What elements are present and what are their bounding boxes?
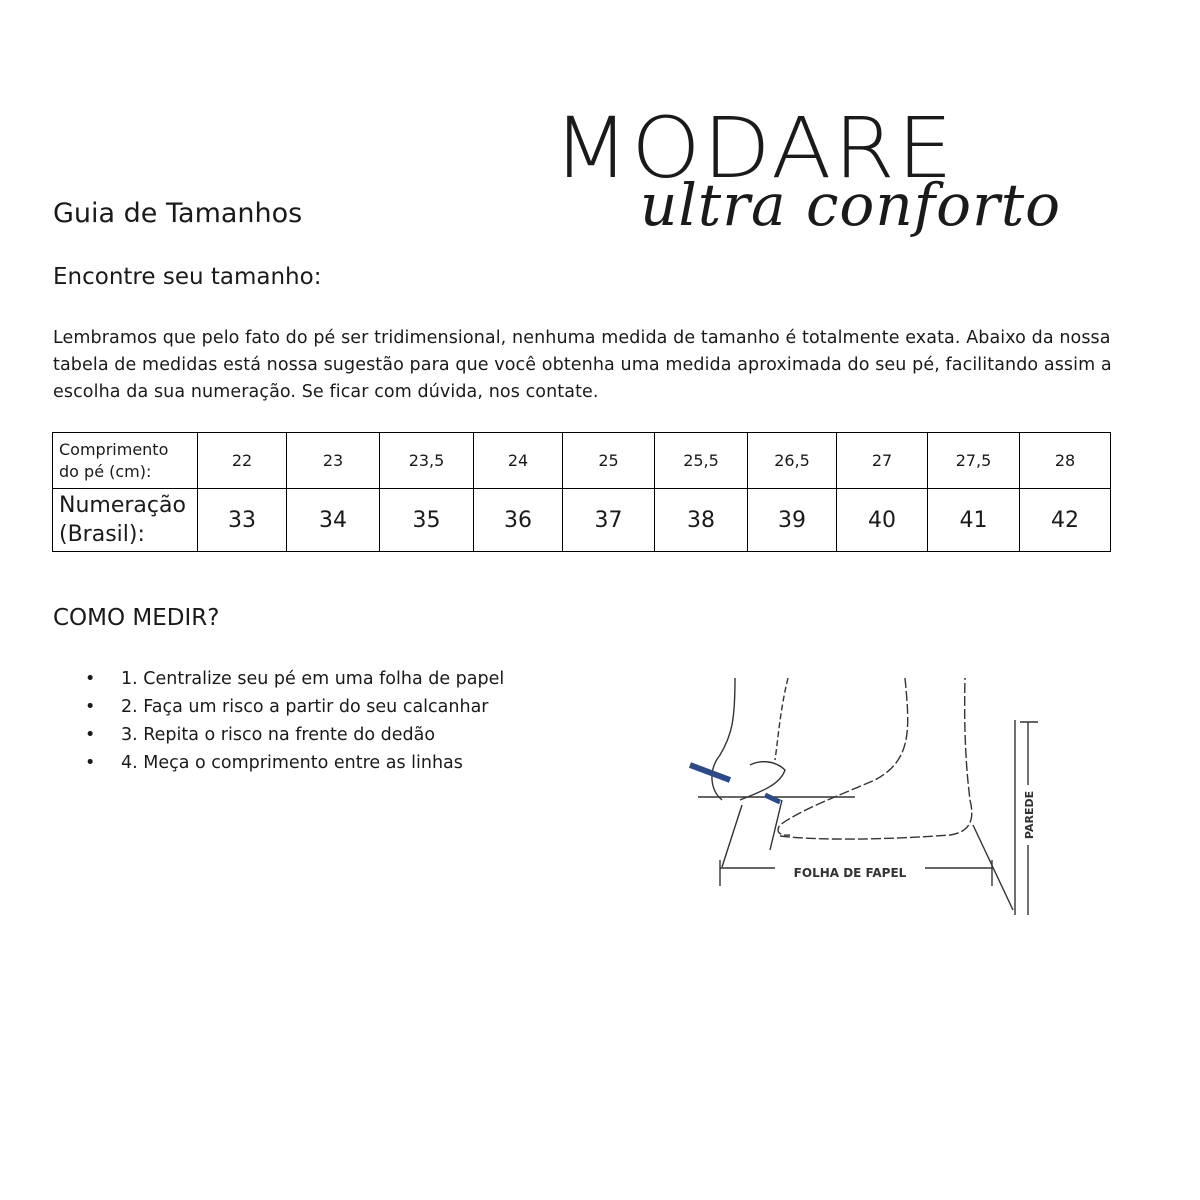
foot-length-cell: 23,5 xyxy=(379,432,474,489)
br-size-header: Numeração (Brasil): xyxy=(52,488,198,552)
br-size-cell: 34 xyxy=(286,488,380,552)
foot-length-cell: 27 xyxy=(836,432,928,489)
page-title: Guia de Tamanhos xyxy=(53,198,303,229)
br-size-cell: 35 xyxy=(379,488,474,552)
pencil-icon xyxy=(688,762,732,783)
foot-length-cell: 28 xyxy=(1019,432,1111,489)
br-size-cell: 40 xyxy=(836,488,928,552)
br-size-cell: 37 xyxy=(562,488,655,552)
label-bg xyxy=(775,865,925,879)
br-size-row: Numeração (Brasil): 33 34 35 36 37 38 39 40 41 42 xyxy=(52,488,1111,552)
foot-length-row: Comprimento do pé (cm): 22 23 23,5 24 25 25,5 2… xyxy=(52,432,1111,489)
hand-outline xyxy=(739,761,786,801)
paper-edge xyxy=(721,804,743,868)
foot-length-cell: 27,5 xyxy=(927,432,1020,489)
paper-edge xyxy=(972,824,1014,911)
foot-back-outline xyxy=(779,677,973,840)
heel-outline xyxy=(711,677,736,801)
foot-length-cell: 24 xyxy=(473,432,563,489)
br-size-cell: 41 xyxy=(927,488,1020,552)
header-line: (Brasil): xyxy=(59,522,145,547)
foot-length-cell: 25,5 xyxy=(654,432,748,489)
label-bg xyxy=(1020,785,1038,845)
br-size-cell: 42 xyxy=(1019,488,1111,552)
step-item: 2. Faça um risco a partir do seu calcanh… xyxy=(85,693,504,721)
foot-length-cell: 23 xyxy=(286,432,380,489)
how-to-steps: 1. Centralize seu pé em uma folha de pap… xyxy=(85,665,504,777)
br-size-cell: 36 xyxy=(473,488,563,552)
foot-measure-illustration: FOLHA DE FAPEL PAREDE xyxy=(688,677,1038,915)
wall-label: PAREDE xyxy=(1023,791,1036,839)
logo-brand: MODARE xyxy=(553,99,955,197)
step-item: 4. Meça o comprimento entre as linhas xyxy=(85,749,504,777)
paper-edge xyxy=(769,799,783,851)
pencil-tip xyxy=(763,792,782,805)
header-line: do pé (cm): xyxy=(59,461,152,481)
foot-length-cell: 22 xyxy=(197,432,287,489)
foot-length-cell: 26,5 xyxy=(747,432,837,489)
foot-outline xyxy=(777,677,909,836)
how-to-heading: COMO MEDIR? xyxy=(53,605,220,631)
foot-length-cell: 25 xyxy=(562,432,655,489)
page-subtitle: Encontre seu tamanho: xyxy=(53,264,322,290)
step-item: 3. Repita o risco na frente do dedão xyxy=(85,721,504,749)
leg-outline xyxy=(774,677,789,761)
header-line: Numeração xyxy=(59,493,186,518)
br-size-cell: 39 xyxy=(747,488,837,552)
paper-label: FOLHA DE FAPEL xyxy=(794,866,907,880)
logo-tagline: ultra conforto xyxy=(640,171,1062,239)
header-line: Comprimento xyxy=(59,439,169,459)
step-item: 1. Centralize seu pé em uma folha de pap… xyxy=(85,665,504,693)
br-size-cell: 33 xyxy=(197,488,287,552)
size-table: Comprimento do pé (cm): 22 23 23,5 24 25 25,5 2… xyxy=(52,432,1111,552)
br-size-cell: 38 xyxy=(654,488,748,552)
foot-length-header: Comprimento do pé (cm): xyxy=(52,432,198,489)
intro-paragraph: Lembramos que pelo fato do pé ser tridim… xyxy=(53,328,1112,402)
